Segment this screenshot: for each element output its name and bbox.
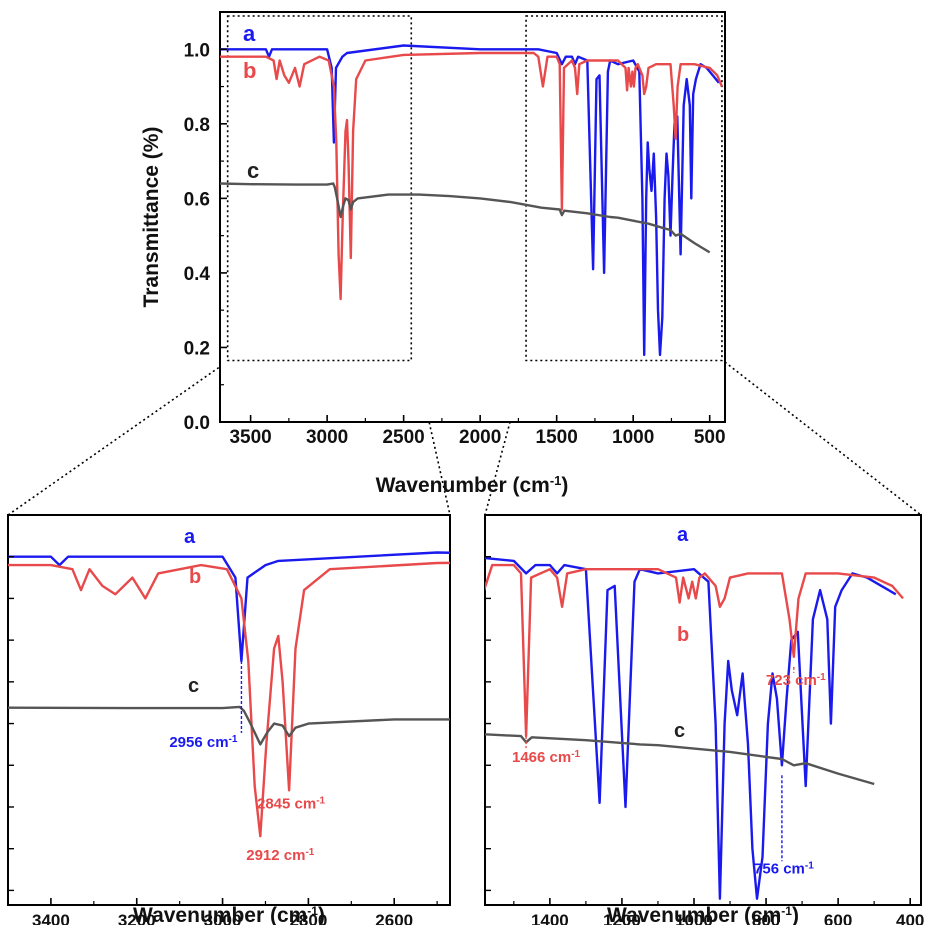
left-plot-frame <box>7 514 451 906</box>
peak-annotation: 1466 cm-1 <box>512 749 581 767</box>
main-plot-frame <box>219 11 726 423</box>
x-tick-label: 1500 <box>536 427 578 448</box>
series-label-a: a <box>243 21 256 46</box>
left-series-label-c: c <box>188 675 199 697</box>
left-series-label-a: a <box>184 526 196 548</box>
left-annotations: 2956 cm-1 2912 cm-1 2845 cm-1 <box>169 660 326 865</box>
x-tick-label: 1200 <box>603 911 641 925</box>
peak-annotation: 723 cm-1 <box>766 671 826 689</box>
x-tick-label: 800 <box>752 911 780 925</box>
x-tick-label: 2000 <box>459 427 501 448</box>
y-tick-label: 0.8 <box>184 115 210 136</box>
peak-annotation: 756 cm-1 <box>754 860 814 878</box>
series-line-b <box>485 563 904 738</box>
right-y-axis-ticks <box>485 556 491 892</box>
right-x-axis: 1400 1200 1000 800 600 400 <box>513 898 924 925</box>
peak-annotation: 2845 cm-1 <box>257 795 326 813</box>
series-label-c: c <box>247 158 259 183</box>
x-tick-label: 2800 <box>289 911 327 925</box>
main-x-axis-title: Wavenumber (cm-1) <box>376 473 569 498</box>
right-series-label-b: b <box>677 624 689 646</box>
x-tick-label: 3000 <box>204 911 242 925</box>
y-tick-label: 0.6 <box>184 189 210 210</box>
x-tick-label: 1400 <box>531 911 569 925</box>
left-x-axis: 3400 3200 3000 2800 2600 <box>7 898 438 925</box>
x-tick-label: 3000 <box>306 427 348 448</box>
main-spectrum-panel: 3500 3000 2500 2000 1500 1000 500 0.0 0.2 0.4 0.6… <box>140 11 726 498</box>
connector-line <box>7 358 232 516</box>
peak-annotation: 2956 cm-1 <box>169 733 238 751</box>
x-tick-label: 600 <box>824 911 852 925</box>
x-tick-label: 400 <box>896 911 924 925</box>
left-x-axis-title: Wavenumber (cm-1) <box>133 904 325 925</box>
series-line-c <box>485 733 875 786</box>
main-y-axis-title: Transmittance (%) <box>140 127 163 308</box>
right-x-axis-title: Wavenumber (cm-1) <box>607 904 799 925</box>
series-line-c <box>220 182 711 254</box>
y-tick-label: 0.2 <box>184 338 210 359</box>
zoom-right-panel: 1466 cm-1 756 cm-1 723 cm-1 1400 1200 1000 80… <box>484 514 924 925</box>
zoom-boxes <box>226 15 723 362</box>
series-line-b <box>220 51 724 301</box>
main-y-axis: 0.0 0.2 0.4 0.6 0.8 1.0 <box>184 40 227 434</box>
connector-line <box>720 358 922 516</box>
left-y-axis-ticks <box>8 556 14 892</box>
y-tick-label: 1.0 <box>184 40 210 61</box>
right-series-label-c: c <box>674 720 685 742</box>
x-tick-label: 3400 <box>32 911 70 925</box>
left-series-label-b: b <box>189 566 201 588</box>
main-series-group <box>220 44 724 357</box>
series-line-a <box>485 556 897 900</box>
right-series-label-a: a <box>677 524 689 546</box>
x-tick-label: 1000 <box>612 427 654 448</box>
series-line-b <box>8 561 450 838</box>
left-series-group <box>8 551 450 838</box>
x-tick-label: 2500 <box>382 427 424 448</box>
peak-annotation: 2912 cm-1 <box>246 847 315 865</box>
right-annotations: 1466 cm-1 756 cm-1 723 cm-1 <box>512 666 826 878</box>
series-line-c <box>8 705 450 746</box>
zoom-left-panel: 2956 cm-1 2912 cm-1 2845 cm-1 3400 3200 3000… <box>7 514 451 925</box>
series-label-b: b <box>243 58 256 83</box>
y-tick-label: 0.0 <box>184 413 210 434</box>
series-line-a <box>220 44 720 357</box>
x-tick-label: 1000 <box>675 911 713 925</box>
y-tick-label: 0.4 <box>184 264 211 285</box>
right-series-group <box>485 556 904 900</box>
x-tick-label: 3500 <box>229 427 271 448</box>
x-tick-label: 3200 <box>118 911 156 925</box>
series-line-a <box>8 551 450 663</box>
x-tick-label: 500 <box>694 427 726 448</box>
x-tick-label: 2600 <box>375 911 413 925</box>
main-x-axis: 3500 3000 2500 2000 1500 1000 500 <box>229 415 726 448</box>
zoom-box <box>226 15 413 362</box>
